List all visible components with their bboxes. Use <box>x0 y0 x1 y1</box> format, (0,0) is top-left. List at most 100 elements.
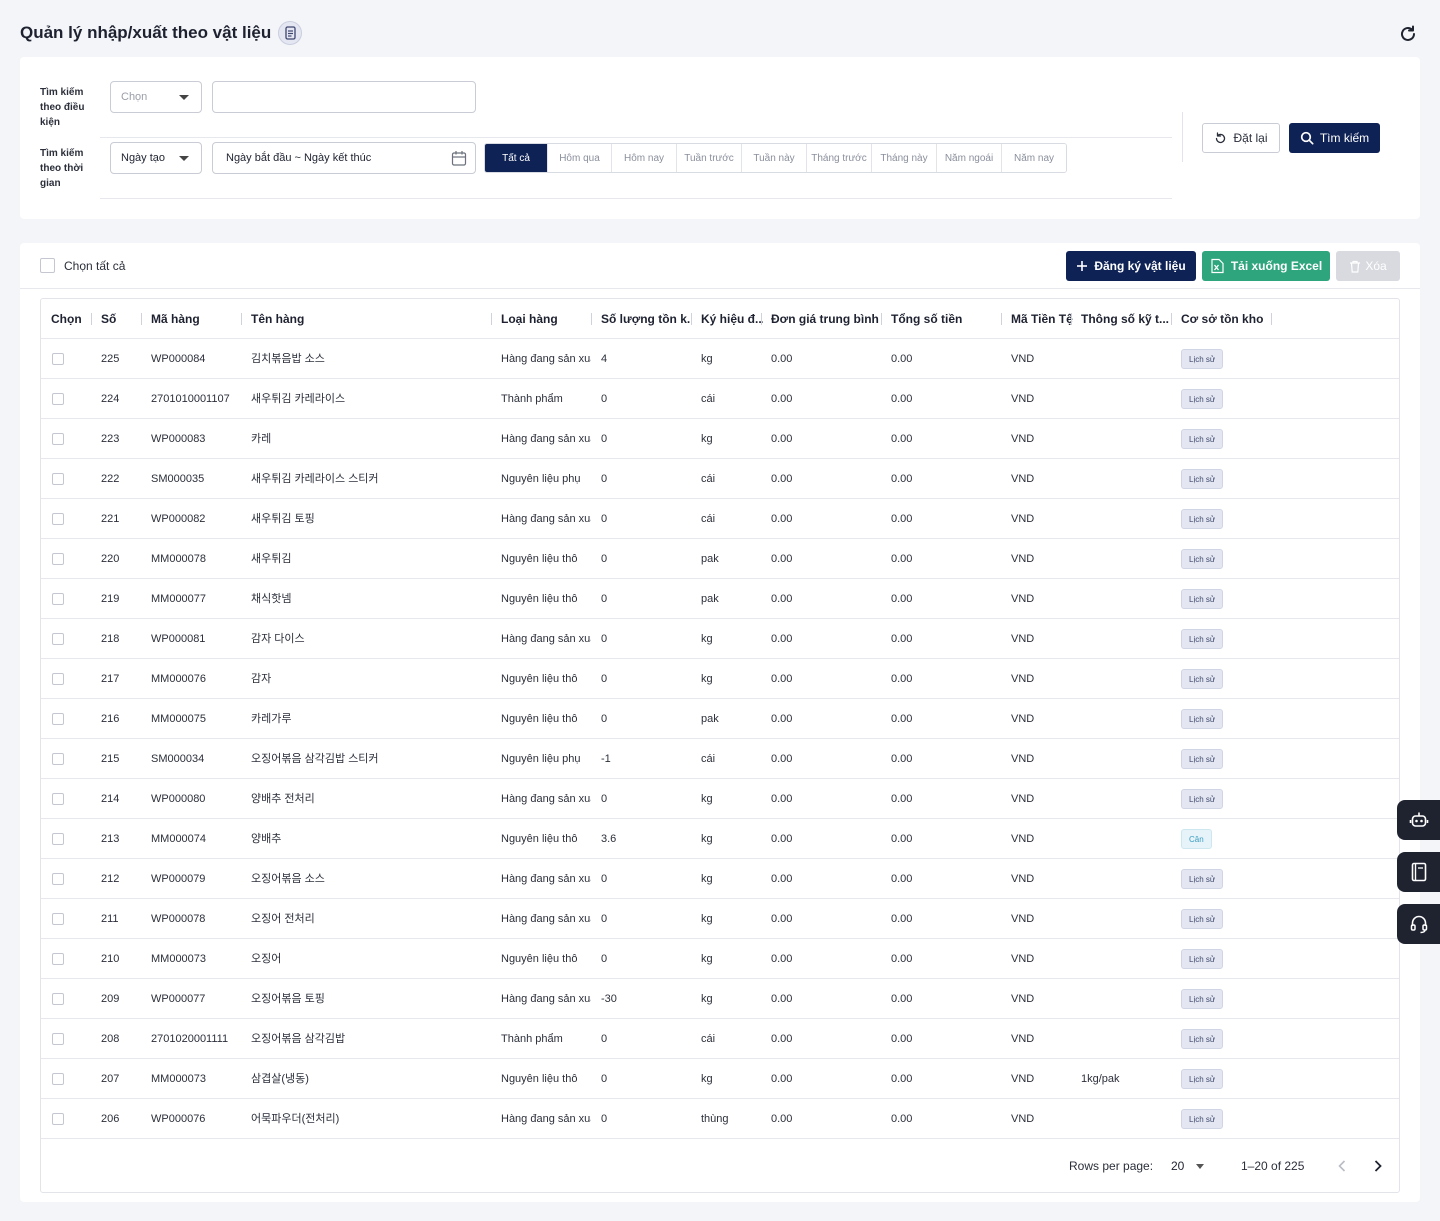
prev-page-button[interactable] <box>1333 1157 1351 1175</box>
table-row[interactable]: 222 SM000035 새우튀김 카레라이스 스티커 Nguyên liệu phụ… <box>41 459 1399 499</box>
reset-button[interactable]: Đặt lại <box>1202 123 1280 153</box>
column-header[interactable]: Số <box>101 312 117 326</box>
stock-basis-badge[interactable]: Lịch sử <box>1181 389 1224 410</box>
quick-range-button[interactable]: Tháng trước <box>807 144 872 172</box>
table-row[interactable]: 209 WP000077 오징어볶음 토핑 Hàng đang sản xuất -30… <box>41 979 1399 1019</box>
time-field-select[interactable]: Ngày tạo <box>110 142 202 174</box>
stock-basis-badge[interactable]: Lịch sử <box>1181 709 1224 730</box>
table-row[interactable]: 223 WP000083 카레 Hàng đang sản xuất 0 kg 0.00 0.… <box>41 419 1399 459</box>
quick-range-button[interactable]: Tháng này <box>872 144 937 172</box>
column-resizer[interactable] <box>241 313 242 325</box>
table-row[interactable]: 219 MM000077 채식핫넴 Nguyên liệu thô 0 pak 0.00 0.… <box>41 579 1399 619</box>
table-row[interactable]: 221 WP000082 새우튀김 토핑 Hàng đang sản xuất 0 cái… <box>41 499 1399 539</box>
column-header[interactable]: Tổng số tiền <box>891 312 963 326</box>
table-row[interactable]: 214 WP000080 양배추 전처리 Hàng đang sản xuất 0 kg 0… <box>41 779 1399 819</box>
column-resizer[interactable] <box>881 313 882 325</box>
quick-range-button[interactable]: Hôm nay <box>612 144 677 172</box>
stock-basis-badge[interactable]: Lịch sử <box>1181 789 1224 810</box>
table-row[interactable]: 220 MM000078 새우튀김 Nguyên liệu thô 0 pak 0.00 0.… <box>41 539 1399 579</box>
row-checkbox[interactable] <box>52 1073 64 1085</box>
row-checkbox[interactable] <box>52 513 64 525</box>
row-checkbox[interactable] <box>52 953 64 965</box>
column-header[interactable]: Tên hàng <box>251 312 305 326</box>
table-row[interactable]: 216 MM000075 카레가루 Nguyên liệu thô 0 pak 0.00 0.… <box>41 699 1399 739</box>
row-checkbox[interactable] <box>52 993 64 1005</box>
stock-basis-badge[interactable]: Lịch sử <box>1181 429 1224 450</box>
quick-range-button[interactable]: Tuần này <box>742 144 807 172</box>
date-range-picker[interactable]: Ngày bắt đầu ~ Ngày kết thúc <box>212 142 476 174</box>
column-resizer[interactable] <box>691 313 692 325</box>
row-checkbox[interactable] <box>52 913 64 925</box>
table-row[interactable]: 225 WP000084 김치볶음밥 소스 Hàng đang sản xuất 4 kg… <box>41 339 1399 379</box>
table-row[interactable]: 206 WP000076 어묵파우더(전처리) Hàng đang sản xuất 0… <box>41 1099 1399 1139</box>
row-checkbox[interactable] <box>52 793 64 805</box>
row-checkbox[interactable] <box>52 393 64 405</box>
stock-basis-badge[interactable]: Lịch sử <box>1181 549 1224 570</box>
column-header[interactable]: Chọn <box>51 312 82 326</box>
row-checkbox[interactable] <box>52 753 64 765</box>
row-checkbox[interactable] <box>52 673 64 685</box>
column-header[interactable]: Mã hàng <box>151 312 200 326</box>
row-checkbox[interactable] <box>52 473 64 485</box>
column-header[interactable]: Loại hàng <box>501 312 558 326</box>
column-header[interactable]: Cơ sở tồn kho <box>1181 312 1264 326</box>
column-header[interactable]: Số lượng tồn k... <box>601 312 691 326</box>
table-row[interactable]: 211 WP000078 오징어 전처리 Hàng đang sản xuất 0 kg 0… <box>41 899 1399 939</box>
stock-basis-badge[interactable]: Lịch sử <box>1181 869 1224 890</box>
row-checkbox[interactable] <box>52 833 64 845</box>
column-resizer[interactable] <box>761 313 762 325</box>
column-header[interactable]: Ký hiệu đ... <box>701 312 763 326</box>
next-page-button[interactable] <box>1369 1157 1387 1175</box>
table-row[interactable]: 218 WP000081 감자 다이스 Hàng đang sản xuất 0 kg 0.… <box>41 619 1399 659</box>
table-row[interactable]: 210 MM000073 오징어 Nguyên liệu thô 0 kg 0.00 0.00… <box>41 939 1399 979</box>
delete-button[interactable]: Xóa <box>1336 251 1400 281</box>
download-excel-button[interactable]: Tải xuống Excel <box>1202 251 1330 281</box>
column-header[interactable]: Thông số kỹ t... <box>1081 312 1170 326</box>
stock-basis-badge[interactable]: Lịch sử <box>1181 1109 1224 1130</box>
condition-input[interactable] <box>212 81 476 113</box>
stock-basis-badge[interactable]: Lịch sử <box>1181 1029 1224 1050</box>
register-material-button[interactable]: Đăng ký vật liệu <box>1066 251 1196 281</box>
table-row[interactable]: 208 2701020001111 오징어볶음 삼각김밥 Thành phẩm 0 cái… <box>41 1019 1399 1059</box>
row-checkbox[interactable] <box>52 713 64 725</box>
chatbot-tab[interactable] <box>1397 800 1440 840</box>
stock-basis-badge[interactable]: Lịch sử <box>1181 349 1224 370</box>
select-all-checkbox[interactable] <box>40 258 55 273</box>
document-icon[interactable] <box>278 21 303 45</box>
table-row[interactable]: 215 SM000034 오징어볶음 삼각김밥 스티커 Nguyên liệu phụ… <box>41 739 1399 779</box>
row-checkbox[interactable] <box>52 353 64 365</box>
column-resizer[interactable] <box>141 313 142 325</box>
quick-range-button[interactable]: Năm nay <box>1002 144 1066 172</box>
column-resizer[interactable] <box>1171 313 1172 325</box>
table-row[interactable]: 224 2701010001107 새우튀김 카레라이스 Thành phẩm 0 cái… <box>41 379 1399 419</box>
column-resizer[interactable] <box>1001 313 1002 325</box>
stock-basis-badge[interactable]: Lịch sử <box>1181 1069 1224 1090</box>
column-resizer[interactable] <box>491 313 492 325</box>
table-row[interactable]: 213 MM000074 양배추 Nguyên liệu thô 3.6 kg 0.00 0.… <box>41 819 1399 859</box>
column-resizer[interactable] <box>91 313 92 325</box>
condition-select[interactable]: Chọn <box>110 81 202 113</box>
row-checkbox[interactable] <box>52 433 64 445</box>
row-checkbox[interactable] <box>52 593 64 605</box>
stock-basis-badge[interactable]: Lịch sử <box>1181 989 1224 1010</box>
stock-basis-badge[interactable]: Lịch sử <box>1181 749 1224 770</box>
column-header[interactable]: Mã Tiền Tệ <box>1011 312 1073 326</box>
column-resizer[interactable] <box>1271 313 1272 325</box>
row-checkbox[interactable] <box>52 633 64 645</box>
row-checkbox[interactable] <box>52 1033 64 1045</box>
refresh-icon[interactable] <box>1396 22 1420 46</box>
manual-tab[interactable] <box>1397 852 1440 892</box>
quick-range-button[interactable]: Tất cả <box>485 144 548 172</box>
support-tab[interactable] <box>1397 904 1440 944</box>
row-checkbox[interactable] <box>52 873 64 885</box>
table-row[interactable]: 212 WP000079 오징어볶음 소스 Hàng đang sản xuất 0 kg… <box>41 859 1399 899</box>
stock-basis-badge[interactable]: Lịch sử <box>1181 469 1224 490</box>
select-all[interactable]: Chọn tất cả <box>40 258 125 273</box>
column-resizer[interactable] <box>591 313 592 325</box>
stock-basis-badge[interactable]: Lịch sử <box>1181 909 1224 930</box>
column-resizer[interactable] <box>1071 313 1072 325</box>
row-checkbox[interactable] <box>52 1113 64 1125</box>
stock-basis-badge[interactable]: Lịch sử <box>1181 509 1224 530</box>
search-button[interactable]: Tìm kiếm <box>1289 123 1380 153</box>
quick-range-button[interactable]: Năm ngoái <box>937 144 1002 172</box>
